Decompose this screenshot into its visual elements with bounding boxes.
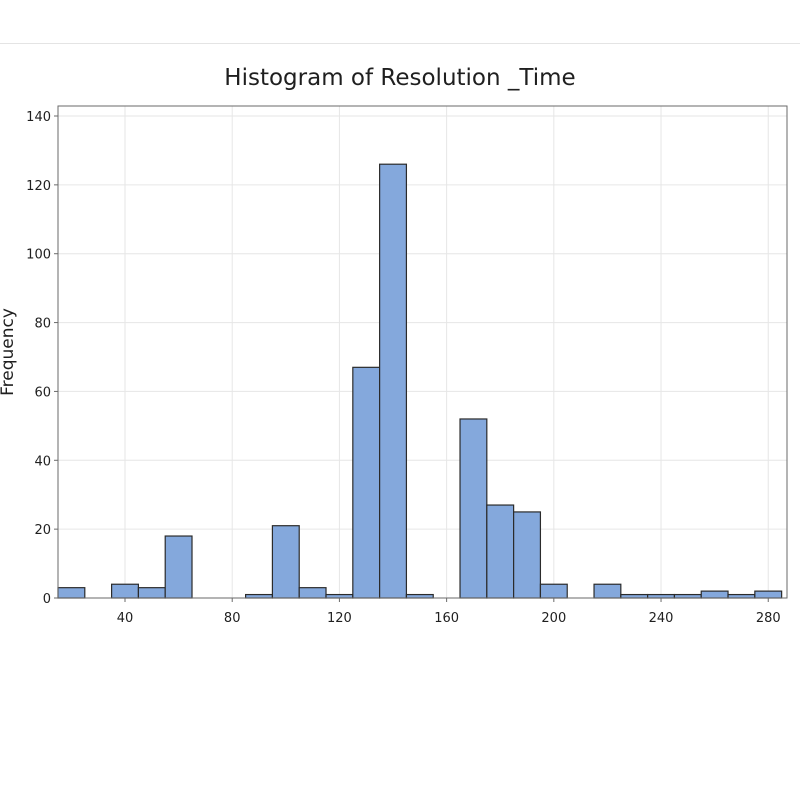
y-tick-label: 0 [43, 592, 51, 607]
histogram-bar [673, 593, 702, 599]
histogram-bar [137, 587, 166, 599]
histogram-bar [539, 583, 568, 599]
y-tick-label: 100 [26, 248, 51, 263]
histogram-bar [754, 590, 783, 599]
x-tick-label: 280 [756, 611, 781, 626]
histogram-bar [379, 163, 408, 599]
histogram-bar [727, 593, 756, 599]
x-tick-label: 200 [541, 611, 566, 626]
histogram-bar [647, 593, 676, 599]
y-tick-label: 140 [26, 110, 51, 125]
histogram-bar [352, 366, 381, 599]
y-tick-label: 20 [34, 523, 51, 538]
histogram-bar [620, 593, 649, 599]
histogram-bar [164, 535, 193, 599]
x-tick-label: 240 [649, 611, 674, 626]
histogram-bar [593, 583, 622, 599]
histogram-bar [486, 504, 515, 599]
histogram-bar [459, 418, 488, 599]
x-tick-label: 120 [327, 611, 352, 626]
plot-frame [57, 105, 788, 599]
histogram-bar [245, 593, 274, 599]
histogram-bar [325, 593, 354, 599]
ticks: 0 20 40 60 80 100 120 140 40 80 120 160 200 240 280 [26, 110, 787, 626]
bars [57, 163, 783, 599]
y-tick-label: 60 [34, 385, 51, 400]
x-tick-label: 80 [224, 611, 241, 626]
chart-title: Histogram of Resolution _Time [224, 65, 575, 91]
gridlines [58, 106, 787, 598]
x-tick-label: 160 [434, 611, 459, 626]
histogram-bar [700, 590, 729, 599]
histogram-bar [57, 587, 86, 599]
histogram-bar [513, 511, 542, 599]
y-axis-label: Frequency [0, 308, 18, 396]
histogram-bar [405, 593, 434, 599]
top-divider [0, 43, 800, 44]
y-tick-label: 40 [34, 454, 51, 469]
x-tick-label: 40 [117, 611, 134, 626]
histogram-bar [111, 583, 140, 599]
histogram-bar [271, 525, 300, 599]
y-tick-label: 120 [26, 179, 51, 194]
histogram-bar [298, 587, 327, 599]
y-tick-label: 80 [34, 317, 51, 332]
